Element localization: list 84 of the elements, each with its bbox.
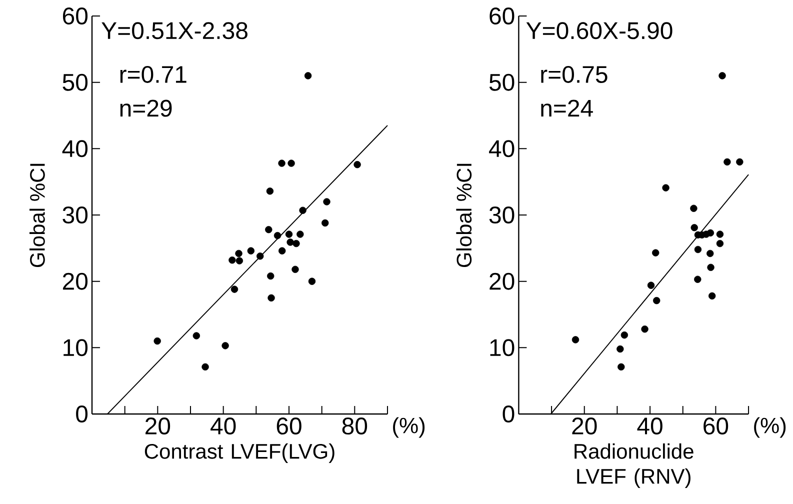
y-tick-label: 20 <box>490 272 514 290</box>
x-tick-label: 20 <box>146 418 170 435</box>
text: (%) <box>754 417 786 438</box>
y-tick-label: 60 <box>62 8 88 24</box>
point <box>222 342 229 350</box>
point <box>228 256 236 264</box>
point <box>652 249 660 256</box>
point <box>265 226 272 234</box>
point <box>706 229 714 237</box>
point <box>202 363 209 371</box>
y-tick-label: 60 <box>490 8 514 24</box>
point <box>278 160 286 167</box>
point <box>235 250 242 258</box>
annotation: Y=0.51X-2.38 <box>102 22 248 40</box>
point <box>236 257 244 264</box>
point <box>308 278 316 285</box>
annotation: n=29 <box>120 100 172 117</box>
point <box>647 282 655 289</box>
point <box>653 296 660 304</box>
point <box>694 246 702 254</box>
x-tick-label: 20 <box>572 418 597 435</box>
point <box>707 264 714 272</box>
point <box>618 363 625 371</box>
y-tick-label: 50 <box>62 74 88 91</box>
point <box>285 230 293 238</box>
y-tick-label: 30 <box>489 206 514 224</box>
point <box>322 219 329 227</box>
point <box>736 158 744 166</box>
point <box>230 286 238 293</box>
point <box>641 325 648 333</box>
point <box>694 276 702 283</box>
point <box>572 336 580 344</box>
point <box>274 232 282 240</box>
point <box>716 240 724 248</box>
point <box>616 345 624 353</box>
y-tick-label: 10 <box>64 339 88 356</box>
y-tick-label: 30 <box>62 206 88 224</box>
point <box>278 247 286 254</box>
y-axis-title: Global %CI <box>29 164 45 268</box>
point <box>192 332 200 340</box>
point <box>247 247 255 254</box>
point <box>268 294 275 302</box>
y-tick-label: 20 <box>62 272 88 290</box>
point <box>724 158 731 166</box>
annotation: r=0.75 <box>541 66 608 83</box>
x-tick-label: 40 <box>210 418 236 435</box>
point <box>154 337 161 345</box>
point <box>256 252 264 260</box>
point <box>304 72 312 80</box>
point <box>690 204 698 212</box>
point <box>706 250 714 258</box>
y-tick-label: 40 <box>489 140 514 158</box>
point <box>716 230 724 238</box>
annotation: n=24 <box>541 100 593 117</box>
y-tick-label: 50 <box>489 74 514 91</box>
point <box>286 238 294 246</box>
x-tick-label: 60 <box>276 418 302 435</box>
point <box>292 240 300 248</box>
annotation: Y=0.60X-5.90 <box>526 22 672 40</box>
point <box>323 198 330 206</box>
point <box>690 224 698 232</box>
point <box>292 266 299 273</box>
point <box>708 292 716 300</box>
point <box>354 160 361 168</box>
point <box>266 188 274 195</box>
x-tick-label: 80 <box>342 418 368 435</box>
point <box>288 160 295 167</box>
y-tick-label: 0 <box>502 406 514 422</box>
text: (%) <box>393 417 425 438</box>
y-tick-label: 0 <box>76 406 88 422</box>
point <box>299 206 306 214</box>
point <box>662 184 670 192</box>
x-tick-label: 60 <box>704 418 728 435</box>
point <box>296 230 304 238</box>
point <box>620 331 628 339</box>
y-tick-label: 10 <box>490 339 514 356</box>
annotation: r=0.71 <box>120 66 186 83</box>
x-axis-title: Radionuclide LVEF (RNV) <box>574 443 694 488</box>
y-axis-title: Global %CI <box>456 164 472 268</box>
point <box>718 72 726 80</box>
point <box>267 272 274 280</box>
x-axis-title: Contrast LVEF(LVG) <box>144 443 334 463</box>
y-tick-label: 40 <box>62 140 88 158</box>
x-tick-label: 40 <box>637 418 662 435</box>
